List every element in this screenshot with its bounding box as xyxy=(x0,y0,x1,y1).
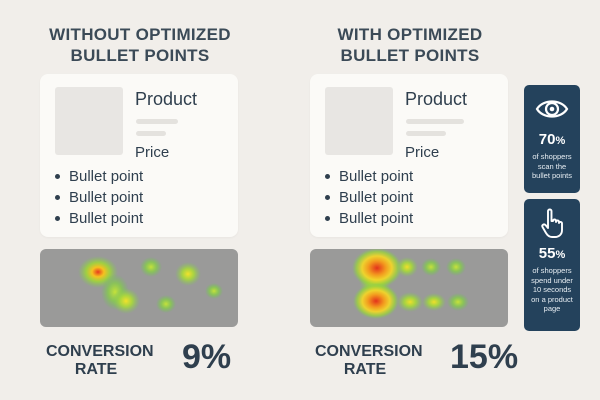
left-desc-line-2 xyxy=(136,131,166,136)
right-panel-title: WITH OPTIMIZED BULLET POINTS xyxy=(310,24,510,66)
right-desc-line-1 xyxy=(406,119,464,124)
eye-icon xyxy=(535,100,569,118)
right-title-line1: WITH OPTIMIZED xyxy=(337,25,483,44)
right-heat-spot xyxy=(422,293,446,311)
right-product-card: Product Price Bullet point Bullet point … xyxy=(310,74,508,237)
left-bullet-list: Bullet point Bullet point Bullet point xyxy=(53,166,143,229)
left-conversion-label: CONVERSION RATE xyxy=(46,343,154,379)
left-heat-spot xyxy=(112,288,140,314)
right-bullet-list: Bullet point Bullet point Bullet point xyxy=(323,166,413,229)
right-product-name: Product xyxy=(405,89,468,109)
right-heat-spot xyxy=(446,258,466,276)
left-heatmap xyxy=(40,249,238,327)
left-conversion-value: 9% xyxy=(182,338,232,376)
right-product-image xyxy=(325,87,393,155)
stat-box-scan: 70% of shoppers scan the bullet points xyxy=(524,85,580,193)
right-bullet-2: Bullet point xyxy=(323,187,413,208)
right-conversion-value: 15% xyxy=(450,338,519,376)
left-conversion-label-line2: RATE xyxy=(74,361,118,378)
stat-scan-value: 70% xyxy=(524,131,580,148)
stat-time-description: of shoppers spend under 10 seconds on a … xyxy=(531,266,573,313)
left-heat-spot xyxy=(156,295,176,313)
stat-box-time: 55% of shoppers spend under 10 seconds o… xyxy=(524,199,580,331)
left-heat-spot xyxy=(205,283,223,299)
left-bullet-1: Bullet point xyxy=(53,166,143,187)
right-heat-spot xyxy=(397,292,423,312)
right-heatmap xyxy=(310,249,508,327)
pointing-hand-icon xyxy=(541,208,563,238)
right-heat-spot xyxy=(421,258,441,276)
right-conversion-label: CONVERSION RATE xyxy=(315,343,423,379)
right-title-line2: BULLET POINTS xyxy=(340,46,480,65)
left-product-price: Price xyxy=(135,144,170,161)
right-heat-spot xyxy=(396,257,418,277)
stat-scan-unit: % xyxy=(555,135,566,147)
left-desc-line-1 xyxy=(136,119,178,124)
left-heat-spot xyxy=(175,262,201,286)
left-panel-title: WITHOUT OPTIMIZED BULLET POINTS xyxy=(40,24,240,66)
left-bullet-3: Bullet point xyxy=(53,208,143,229)
left-product-name: Product xyxy=(135,89,198,109)
left-heat-spot xyxy=(140,257,162,277)
right-bullet-3: Bullet point xyxy=(323,208,413,229)
right-heat-spot xyxy=(353,283,399,319)
left-bullet-2: Bullet point xyxy=(53,187,143,208)
left-product-card: Product Price Bullet point Bullet point … xyxy=(40,74,238,237)
stat-time-unit: % xyxy=(555,249,566,261)
left-product-image xyxy=(55,87,123,155)
right-heat-spot xyxy=(352,249,402,288)
left-title-line2: BULLET POINTS xyxy=(70,46,210,65)
right-bullet-1: Bullet point xyxy=(323,166,413,187)
left-title-line1: WITHOUT OPTIMIZED xyxy=(49,25,231,44)
stat-time-number: 55 xyxy=(538,245,556,262)
right-conversion-label-line2: RATE xyxy=(343,361,387,378)
left-conversion-label-line1: CONVERSION xyxy=(46,343,154,360)
right-product-price: Price xyxy=(405,144,440,161)
stat-time-value: 55% xyxy=(524,245,580,262)
right-heat-spot xyxy=(447,293,469,311)
right-desc-line-2 xyxy=(406,131,446,136)
stat-scan-number: 70 xyxy=(538,131,556,148)
stat-scan-description: of shoppers scan the bullet points xyxy=(531,152,573,180)
right-conversion-label-line1: CONVERSION xyxy=(315,343,423,360)
